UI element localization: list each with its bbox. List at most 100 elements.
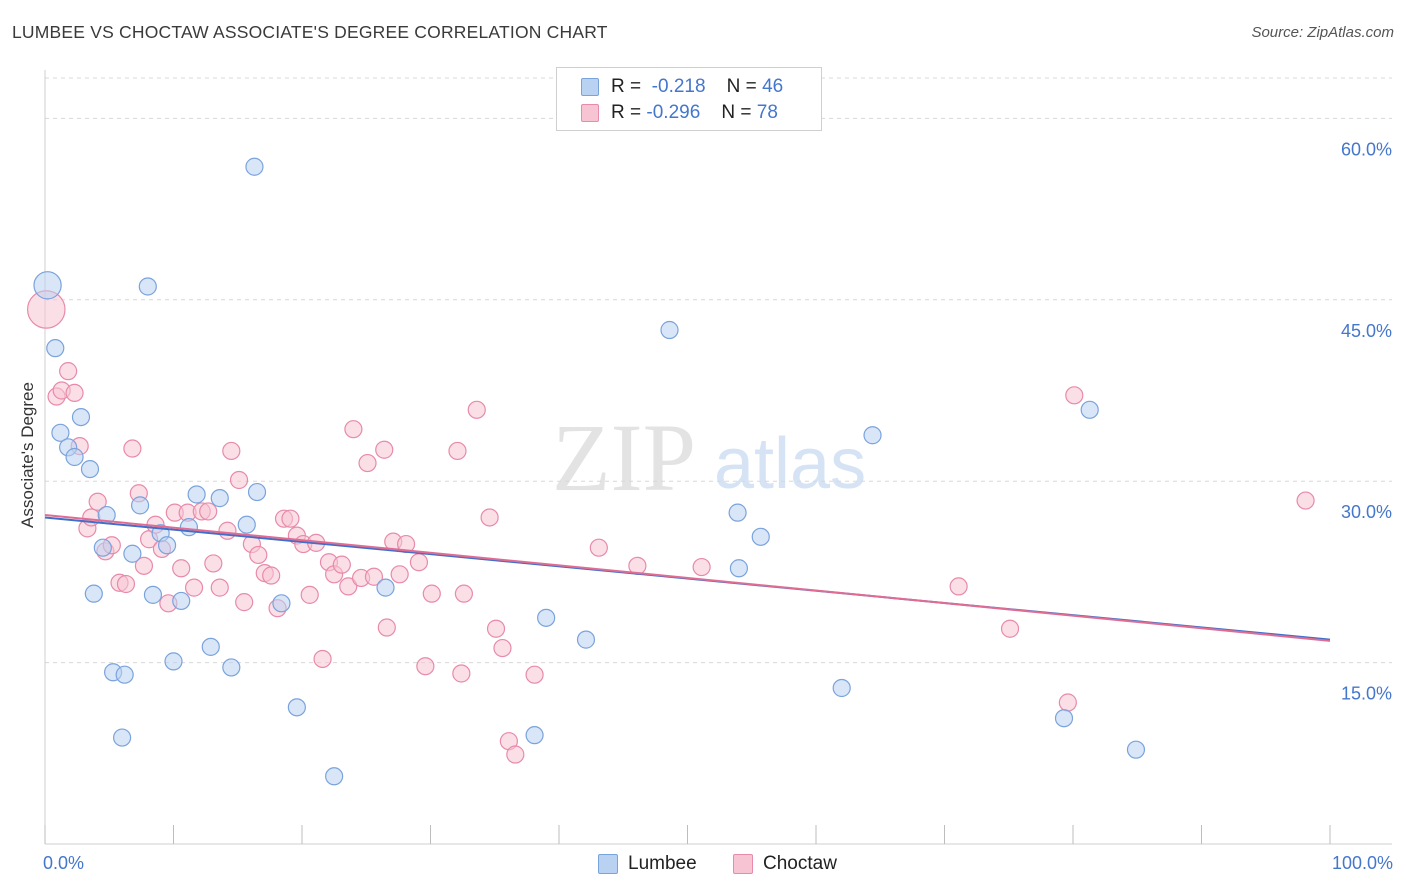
choctaw-trend-line	[44, 514, 1331, 642]
lumbee-point	[84, 584, 103, 603]
y-tick-labels: 15.0% 30.0% 45.0% 60.0%	[1341, 139, 1392, 703]
lumbee-point	[179, 518, 199, 537]
lumbee-point	[576, 630, 596, 649]
legend-choctaw-n-value: 78	[756, 102, 778, 123]
choctaw-point	[229, 470, 249, 490]
legend-lumbee-n-value: 46	[762, 76, 784, 97]
trend-lines	[44, 514, 1331, 642]
lumbee-point	[71, 407, 91, 427]
x-tick-label-max: 100.0%	[1332, 853, 1393, 873]
legend-choctaw-r-value: -0.296	[646, 102, 701, 123]
lumbee-point	[201, 637, 220, 656]
choctaw-point	[377, 618, 396, 637]
lumbee-point	[751, 527, 770, 546]
legend: R = -0.218 N = 46 R = -0.296 N = 78	[556, 67, 822, 131]
choctaw-point	[375, 440, 394, 459]
choctaw-point	[454, 584, 474, 603]
choctaw-point	[390, 565, 409, 584]
bottom-choctaw-label: Choctaw	[763, 853, 837, 874]
lumbee-point	[376, 578, 395, 597]
y-tick-label: 60.0%	[1341, 139, 1392, 159]
choctaw-point	[59, 362, 78, 381]
lumbee-point	[222, 658, 241, 677]
lumbee-point	[1054, 709, 1074, 728]
lumbee-point	[245, 157, 264, 176]
lumbee-point	[157, 536, 177, 555]
choctaw-point	[409, 553, 429, 572]
choctaw-point	[692, 557, 711, 577]
choctaw-point	[486, 619, 506, 638]
choctaw-point	[422, 584, 441, 603]
choctaw-point	[65, 383, 84, 403]
choctaw-point	[222, 441, 241, 461]
y-tick-label: 45.0%	[1341, 321, 1392, 341]
choctaw-point	[262, 566, 281, 585]
axes	[44, 70, 1392, 845]
choctaw-point	[448, 441, 467, 461]
lumbee-point	[115, 665, 134, 684]
choctaw-point	[358, 453, 377, 473]
choctaw-point	[123, 439, 142, 458]
legend-choctaw-r-label: R =	[611, 102, 642, 123]
lumbee-swatch	[581, 78, 599, 96]
lumbee-point	[537, 608, 556, 627]
choctaw-point	[281, 509, 300, 528]
source-label: Source: ZipAtlas.com	[1251, 24, 1394, 41]
lumbee-point	[130, 496, 150, 515]
choctaw-point	[364, 567, 384, 586]
choctaw-point	[344, 420, 363, 439]
bottom-legend-lumbee: Lumbee	[598, 851, 697, 877]
lumbee-point	[51, 423, 70, 442]
lumbee-point	[46, 339, 65, 358]
choctaw-point	[339, 577, 358, 596]
lumbee-point	[525, 726, 544, 745]
choctaw-point	[949, 577, 968, 596]
lumbee-point	[729, 559, 749, 578]
lumbee-point	[247, 482, 267, 502]
choctaw-point	[506, 745, 525, 764]
choctaw-point	[235, 593, 254, 612]
choctaw-point	[134, 556, 154, 575]
choctaw-point	[199, 502, 218, 521]
bottom-lumbee-label: Lumbee	[628, 853, 697, 874]
choctaw-points	[26, 290, 1315, 764]
choctaw-point	[1065, 386, 1084, 405]
lumbee-point	[210, 489, 229, 508]
choctaw-point	[525, 665, 544, 684]
choctaw-point	[1000, 619, 1020, 638]
legend-lumbee-r-label: R =	[611, 76, 642, 97]
lumbee-point	[325, 767, 344, 786]
lumbee-point	[93, 538, 112, 557]
choctaw-point	[467, 400, 486, 419]
watermark: ZIP atlas	[552, 404, 866, 511]
lumbee-point	[1126, 740, 1146, 759]
x-tick-label-min: 0.0%	[43, 853, 84, 873]
lumbee-point	[172, 591, 191, 611]
bottom-legend-choctaw: Choctaw	[733, 851, 837, 877]
lumbee-point	[237, 515, 256, 534]
choctaw-point	[416, 657, 435, 676]
lumbee-point	[832, 678, 851, 698]
lumbee-point	[33, 271, 62, 300]
lumbee-point	[112, 728, 132, 747]
x-tick-labels: 0.0% 100.0%	[43, 853, 1393, 873]
choctaw-point	[332, 555, 351, 574]
choctaw-point	[300, 585, 319, 604]
bottom-choctaw-swatch	[733, 854, 753, 874]
lumbee-point	[660, 320, 679, 340]
choctaw-point	[589, 538, 608, 557]
choctaw-point	[116, 574, 136, 594]
choctaw-point	[218, 521, 237, 540]
lumbee-point	[143, 585, 163, 604]
choctaw-point	[172, 559, 191, 578]
lumbee-point	[123, 544, 142, 563]
choctaw-point	[493, 638, 512, 658]
choctaw-point	[1058, 693, 1077, 712]
watermark-zip: ZIP	[552, 404, 696, 511]
choctaw-point	[210, 578, 229, 597]
legend-row-lumbee: R = -0.218 N = 46	[581, 75, 783, 99]
choctaw-point	[184, 578, 204, 597]
legend-row-choctaw: R = -0.296 N = 78	[581, 101, 778, 125]
chart-title: LUMBEE VS CHOCTAW ASSOCIATE'S DEGREE COR…	[12, 22, 608, 42]
